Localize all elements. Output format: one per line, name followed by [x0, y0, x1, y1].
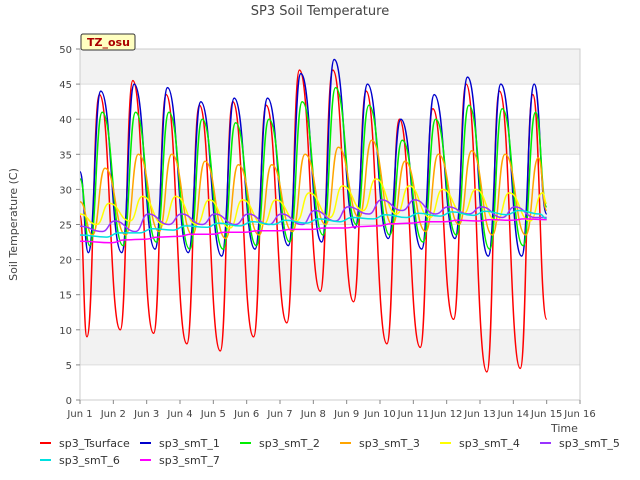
- x-axis: Jun 1 Jun 2 Jun 3 Jun 4 Jun 5 Jun 6 Jun 7 Jun 8…: [66, 400, 596, 420]
- x-tick-label: Jun 8: [300, 409, 326, 420]
- tz-badge-box: [80, 33, 136, 51]
- plot-band: [80, 294, 580, 330]
- series-line-sp3_smT_5: [79, 199, 547, 233]
- x-tick-label: Jun 4: [166, 409, 192, 420]
- x-tick-label: Jun 6: [233, 409, 259, 420]
- legend-label-sp3_smT_5: sp3_smT_5: [559, 437, 620, 450]
- legend-label-sp3_smT_2: sp3_smT_2: [259, 437, 320, 450]
- legend-label-sp3_smT_7: sp3_smT_7: [159, 454, 220, 467]
- legend-label-sp3_smT_6: sp3_smT_6: [59, 454, 120, 467]
- legend-label-sp3_smT_3: sp3_smT_3: [359, 437, 420, 450]
- x-tick-label: Jun 14: [497, 409, 530, 420]
- x-tick-label: Jun 11: [397, 409, 430, 420]
- y-tick-label: 0: [66, 396, 72, 407]
- series-line-sp3_smT_7: [79, 218, 547, 244]
- legend-label-sp3_smT_1: sp3_smT_1: [159, 437, 220, 450]
- x-tick-label: Jun 15: [530, 409, 563, 420]
- y-tick-label: 20: [59, 256, 72, 267]
- x-tick-label: Jun 13: [463, 409, 496, 420]
- x-tick-label: Jun 3: [133, 409, 159, 420]
- x-tick-label: Jun 1: [66, 409, 92, 420]
- y-tick-label: 50: [59, 45, 72, 56]
- x-tick-label: Jun 7: [266, 409, 292, 420]
- x-tick-label: Jun 16: [563, 409, 596, 420]
- y-axis-label: Soil Temperature (C): [7, 168, 20, 281]
- plot-band: [80, 49, 580, 85]
- y-tick-label: 30: [59, 185, 72, 196]
- x-tick-label: Jun 12: [430, 409, 463, 420]
- series-line-sp3_smT_6: [79, 209, 547, 238]
- x-tick-label: Jun 5: [200, 409, 226, 420]
- y-tick-label: 25: [59, 221, 72, 232]
- y-tick-label: 10: [59, 326, 72, 337]
- y-tick-label: 40: [59, 115, 72, 126]
- x-tick-label: Jun 2: [100, 409, 126, 420]
- plot-band: [80, 364, 580, 400]
- series-line-sp3_smT_4: [79, 178, 548, 229]
- y-tick-label: 15: [59, 291, 72, 302]
- x-tick-label: Jun 9: [333, 409, 359, 420]
- series-lines: [79, 58, 548, 373]
- y-tick-label: 35: [59, 150, 72, 161]
- legend: sp3_Tsurface sp3_smT_1 sp3_smT_2 sp3_smT_3 s…: [40, 437, 620, 467]
- x-axis-label: Time: [550, 422, 578, 435]
- legend-label-sp3_Tsurface: sp3_Tsurface: [59, 437, 130, 450]
- plot-band: [80, 259, 580, 295]
- legend-label-sp3_smT_4: sp3_smT_4: [459, 437, 520, 450]
- y-axis: 0 5 10 15 20 25 30 35 40 45 50: [59, 45, 80, 407]
- y-tick-label: 5: [66, 361, 72, 372]
- chart-title: SP3 Soil Temperature: [251, 4, 389, 19]
- plot-band: [80, 329, 580, 365]
- y-tick-label: 45: [59, 80, 72, 91]
- tz-badge: TZ_osu: [80, 33, 136, 51]
- x-tick-label: Jun 10: [363, 409, 396, 420]
- plot-band: [80, 224, 580, 260]
- tz-badge-text: TZ_osu: [87, 36, 130, 49]
